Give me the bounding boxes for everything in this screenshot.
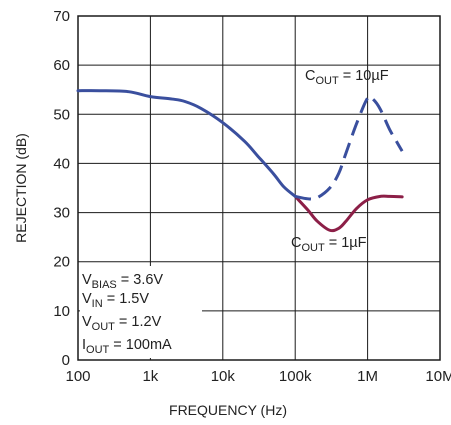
- y-tick-label: 70: [53, 8, 70, 25]
- y-tick-label: 20: [53, 254, 70, 271]
- y-tick-label: 40: [53, 155, 70, 172]
- x-tick-label: 1M: [357, 368, 378, 385]
- x-tick-label: 100: [65, 368, 90, 385]
- conditions-annotation: VBIAS = 3.6V VIN = 1.5V VOUT = 1.2V IOUT…: [80, 266, 202, 358]
- series-line-cout-10uf: [76, 89, 297, 198]
- x-tick-label: 10M: [425, 368, 451, 385]
- y-tick-label: 10: [53, 303, 70, 320]
- annotation-vbias: VBIAS = 3.6V: [82, 272, 163, 291]
- y-axis-label: REJECTION (dB): [13, 133, 29, 243]
- y-tick-label: 0: [62, 352, 70, 369]
- y-tick-label: 60: [53, 57, 70, 74]
- annotation-iout: IOUT = 100mA: [82, 337, 172, 356]
- series-line-cout-10uf-dashed: [294, 94, 404, 201]
- x-tick-label: 1k: [142, 368, 158, 385]
- annotation-vin: VIN = 1.5V: [82, 291, 149, 310]
- annotation-vout: VOUT = 1.2V: [82, 314, 162, 333]
- series-line-cout-1uf: [293, 194, 404, 233]
- y-tick-label: 30: [53, 205, 70, 222]
- series-layer: [76, 89, 404, 233]
- x-tick-label: 10k: [211, 368, 236, 385]
- series-label-cout-1uf: COUT = 1µF: [291, 235, 367, 254]
- plot-area: [77, 15, 441, 361]
- tick-labels: 100 1k 10k 100k 1M 10M 0 10 20 30 40 50 60 70: [53, 8, 451, 385]
- x-axis-label: FREQUENCY (Hz): [169, 402, 287, 418]
- plot-frame: [77, 15, 441, 361]
- series-label-cout-10uf: COUT = 10µF: [305, 68, 389, 87]
- y-tick-label: 50: [53, 106, 70, 123]
- x-tick-label: 100k: [279, 368, 312, 385]
